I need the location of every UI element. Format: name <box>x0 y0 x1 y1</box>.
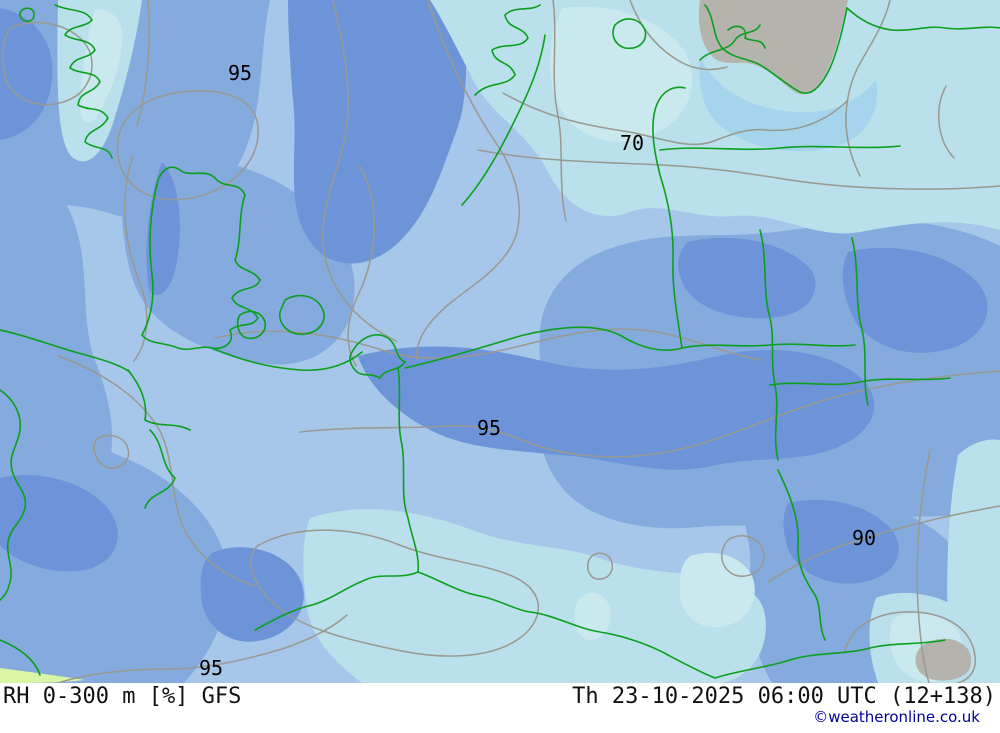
island-icon <box>612 18 647 50</box>
contour-line <box>347 165 375 367</box>
contour-line <box>57 614 348 683</box>
coastline-uk <box>0 389 27 601</box>
contour-line <box>214 328 763 361</box>
contour-line <box>57 355 256 587</box>
contour-label: 95 <box>477 416 501 440</box>
rh95-blob-east-b <box>842 247 988 353</box>
contour-line <box>2 21 93 106</box>
contour-line <box>916 449 931 683</box>
coastline-norway <box>54 4 113 159</box>
rh60-spot-tr <box>550 6 693 142</box>
contour-line <box>250 529 540 657</box>
rh95-blob-column <box>288 0 472 264</box>
rh95-blob-east-a <box>678 237 816 319</box>
contour-label-layer: 95 70 95 90 95 <box>199 61 876 680</box>
contour-line <box>552 0 567 222</box>
rh95-blob-tlcorner <box>0 8 53 140</box>
island-funen <box>236 310 267 340</box>
contour-layer <box>2 0 1000 683</box>
border-baltics-h2 <box>769 377 951 386</box>
coastline-northsea <box>0 329 131 373</box>
contour-line <box>93 434 130 469</box>
border-estonia-latvia <box>659 145 901 151</box>
coast-scribble <box>727 25 766 49</box>
island-icon <box>19 7 35 22</box>
lowland-sliver-bl <box>0 668 85 683</box>
coastline-jutland <box>141 166 261 351</box>
contour-line <box>116 90 259 201</box>
rh60-spot-norway <box>80 9 123 123</box>
rh95-blob-br <box>783 499 899 584</box>
rh-forecast-map: 95 70 95 90 95 <box>0 0 1000 683</box>
contour-label: 70 <box>620 131 644 155</box>
weather-map-svg: 95 70 95 90 95 <box>0 0 1000 683</box>
border-cz-east <box>417 571 716 679</box>
coastline-scandinavia <box>704 4 848 94</box>
rh75-kattegat <box>699 58 878 152</box>
island-ruegen <box>349 334 406 379</box>
contour-line <box>844 611 977 683</box>
contour-line <box>136 0 150 127</box>
contour-line <box>629 0 728 71</box>
coastline-gulf <box>846 7 1000 32</box>
land-scandinavia <box>698 0 848 95</box>
rh95-blob-bl-a <box>0 475 118 572</box>
coastline-netherlands <box>127 369 191 431</box>
contour-line <box>322 0 397 342</box>
rh60-spot-bc2 <box>679 552 755 628</box>
border-de-pl <box>397 367 420 573</box>
coastline-sweden <box>461 34 546 206</box>
valid-datetime-label: Th 23-10-2025 06:00 UTC (12+138) <box>572 684 996 709</box>
border-sk-hu <box>714 639 946 679</box>
border-baltics-h1 <box>681 343 856 349</box>
contour-line <box>502 92 849 146</box>
land-patch-br <box>915 638 972 681</box>
map-footer: RH 0-300 m [%] GFS Th 23-10-2025 06:00 U… <box>0 683 1000 733</box>
coastline-baltic-south <box>211 347 363 372</box>
island-estonia <box>699 24 761 61</box>
contour-label: 95 <box>228 61 252 85</box>
coastline-baltic-east <box>652 86 686 349</box>
contour-line <box>299 370 1000 458</box>
border-pl-sk <box>777 469 826 641</box>
border-baltics-v1 <box>759 229 779 461</box>
contour-line <box>937 85 955 159</box>
coastline-poland <box>404 326 683 369</box>
border-nl-de <box>144 429 176 509</box>
contour-line <box>586 552 614 580</box>
contour-label: 95 <box>199 656 223 680</box>
rh95-blob-centralband <box>358 346 875 470</box>
border-layer <box>0 4 1000 679</box>
humidity-fill-layer <box>0 0 1000 683</box>
coastline-oslofjord <box>474 4 541 96</box>
contour-line <box>477 149 1000 190</box>
copyright-label: ©weatheronline.co.uk <box>813 708 980 726</box>
contour-line <box>415 0 520 361</box>
island-zealand <box>279 294 325 335</box>
contour-label: 90 <box>852 526 876 550</box>
rh70-region-bottomcenter <box>303 509 766 683</box>
contour-line <box>721 535 765 577</box>
border-alps <box>0 639 41 676</box>
border-cz-west <box>254 571 419 631</box>
parameter-label: RH 0-300 m [%] GFS <box>3 684 242 709</box>
